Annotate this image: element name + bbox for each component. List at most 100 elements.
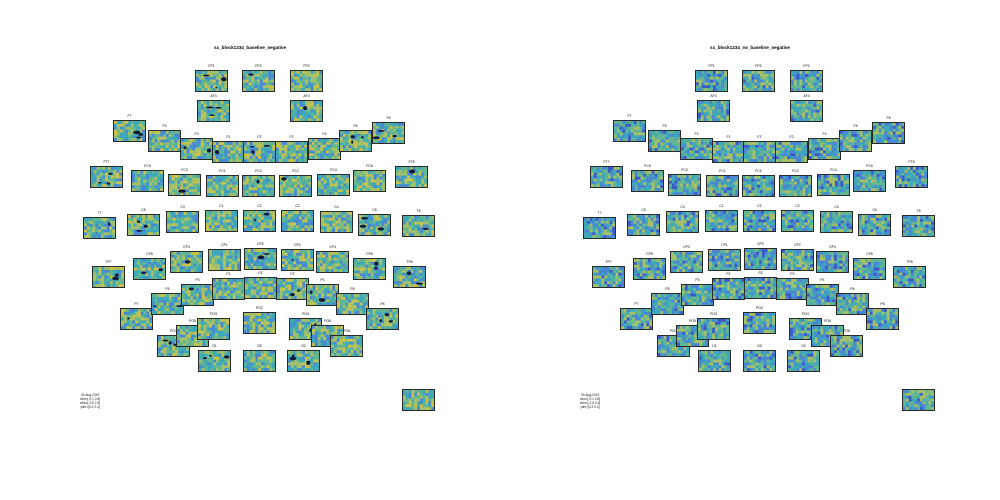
channel-f4: F4 xyxy=(808,132,841,160)
channel-label: O2 xyxy=(301,344,306,348)
tf-map-tile xyxy=(133,258,166,280)
channel-p3: P3 xyxy=(681,278,714,306)
tf-map-tile xyxy=(279,175,312,197)
channel-fp2: FP2 xyxy=(790,64,823,92)
channel-t8: T8 xyxy=(402,209,435,237)
tf-map-tile xyxy=(168,174,201,196)
channel-label: CP3 xyxy=(183,245,190,249)
tf-map-tile xyxy=(893,266,926,288)
channel-fcz: FCZ xyxy=(742,169,775,197)
tf-map-tile xyxy=(781,249,814,271)
channel-label: P4 xyxy=(820,278,825,282)
channel-fpz: FPZ xyxy=(242,64,275,92)
channel-label: FC1 xyxy=(219,169,226,173)
channel-label: FC2 xyxy=(792,169,799,173)
channel-label: FPZ xyxy=(755,64,762,68)
channel-label: POZ xyxy=(256,306,263,310)
tf-map-tile xyxy=(180,138,213,160)
tf-map-tile xyxy=(697,100,730,122)
channel-fz: FZ xyxy=(743,135,776,163)
channel-oz: OZ xyxy=(243,344,276,372)
channel-label: CP4 xyxy=(329,245,336,249)
channel-c1: C1 xyxy=(705,204,738,232)
tf-map-tile xyxy=(339,130,372,152)
channel-p3: P3 xyxy=(181,278,214,306)
channel-label: C1 xyxy=(219,204,224,208)
channel-scale xyxy=(402,389,435,411)
channel-f4: F4 xyxy=(308,132,341,160)
channel-label: P2 xyxy=(790,272,795,276)
channel-cp6: CP6 xyxy=(853,252,886,280)
channel-f1: F1 xyxy=(712,135,745,163)
channel-fpz: FPZ xyxy=(742,64,775,92)
tf-map-tile xyxy=(651,293,684,315)
tf-map-tile xyxy=(197,318,230,340)
channel-fc3: FC3 xyxy=(168,168,201,196)
tf-map-tile xyxy=(742,70,775,92)
channel-label: PO3 xyxy=(210,312,217,316)
channel-label: FP2 xyxy=(303,64,310,68)
tf-map-tile xyxy=(92,266,125,288)
channel-label: P3 xyxy=(195,278,200,282)
tf-map-tile xyxy=(712,278,745,300)
channel-t7: T7 xyxy=(583,211,616,239)
channel-f3: F3 xyxy=(180,132,213,160)
channel-fp1: FP1 xyxy=(195,64,228,92)
channel-f3: F3 xyxy=(680,132,713,160)
tf-map-tile xyxy=(281,249,314,271)
channel-label: F3 xyxy=(694,132,699,136)
channel-label: P6 xyxy=(350,287,355,291)
tf-map-tile xyxy=(366,308,399,330)
tf-map-tile xyxy=(243,350,276,372)
tf-map-tile xyxy=(275,141,308,163)
channel-ft7: FT7 xyxy=(90,160,123,188)
channel-label: FCZ xyxy=(755,169,762,173)
tf-map-tile xyxy=(743,312,776,334)
channel-label: F5 xyxy=(162,124,167,128)
tf-map-tile xyxy=(902,389,935,411)
tf-map-tile xyxy=(590,166,623,188)
tf-map-tile xyxy=(316,251,349,273)
channel-p6: P6 xyxy=(336,287,369,315)
tf-map-tile xyxy=(633,258,666,280)
channel-label: C4 xyxy=(334,205,339,209)
channel-label: CPZ xyxy=(257,242,264,246)
channel-label: P2 xyxy=(290,272,295,276)
channel-label: FT8 xyxy=(908,160,915,164)
channel-poz: POZ xyxy=(743,306,776,334)
tf-map-tile xyxy=(90,166,123,188)
channel-cz: CZ xyxy=(243,204,276,232)
channel-cp4: CP4 xyxy=(816,245,849,273)
channel-label: P7 xyxy=(134,302,139,306)
channel-c5: C5 xyxy=(127,208,160,236)
tf-map-tile xyxy=(613,120,646,142)
channel-tp7: TP7 xyxy=(92,260,125,288)
channel-label: FC4 xyxy=(330,168,337,172)
tf-map-tile xyxy=(668,174,701,196)
tf-map-tile xyxy=(212,141,245,163)
tf-map-tile xyxy=(120,308,153,330)
channel-label: F2 xyxy=(789,135,794,139)
channel-label: PO7 xyxy=(170,329,177,333)
channel-label: F5 xyxy=(662,124,667,128)
channel-label: FC3 xyxy=(181,168,188,172)
channel-c2: C2 xyxy=(281,204,314,232)
tf-map-tile xyxy=(151,293,184,315)
tf-map-tile xyxy=(195,70,228,92)
channel-label: O2 xyxy=(801,344,806,348)
tf-map-tile xyxy=(744,248,777,270)
tf-map-tile xyxy=(127,214,160,236)
channel-label: P6 xyxy=(850,287,855,291)
channel-label: FC4 xyxy=(830,168,837,172)
tf-map-tile xyxy=(242,175,275,197)
channel-label: FT7 xyxy=(103,160,110,164)
channel-fp1: FP1 xyxy=(695,64,728,92)
channel-fc6: FC6 xyxy=(853,164,886,192)
panel-right: sx_block1234_rw_baseline_negative FP1 FPZ… xyxy=(500,0,1000,500)
tf-map-tile xyxy=(744,277,777,299)
channel-label: FC3 xyxy=(681,168,688,172)
tf-map-tile xyxy=(708,249,741,271)
channel-fc3: FC3 xyxy=(668,168,701,196)
channel-label: O1 xyxy=(212,344,217,348)
channel-f2: F2 xyxy=(775,135,808,163)
